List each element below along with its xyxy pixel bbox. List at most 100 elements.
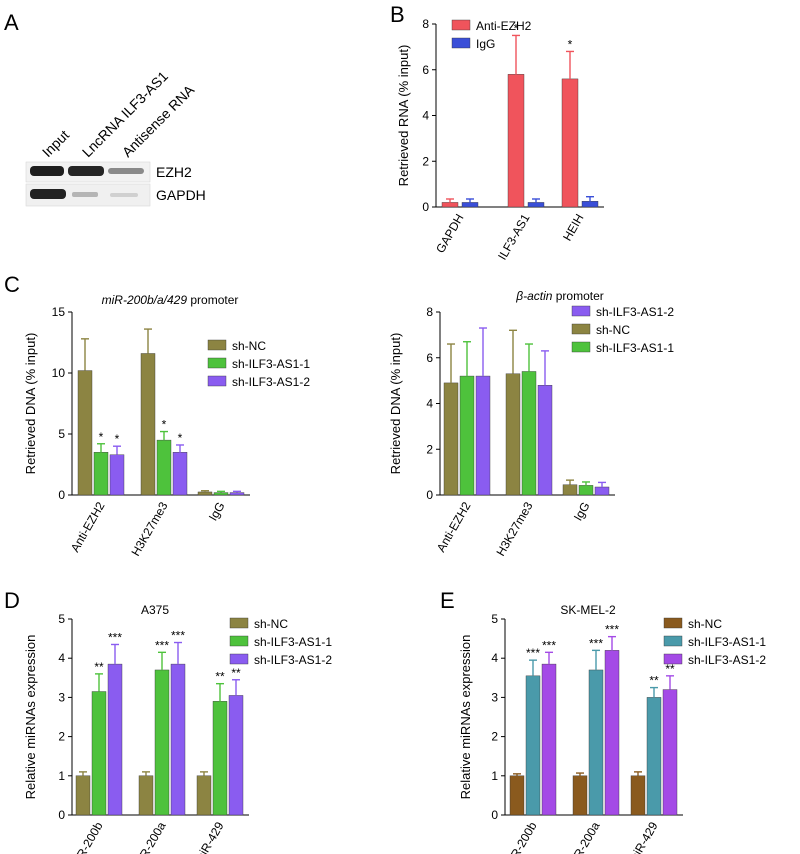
x-tick-label: GAPDH [433,212,466,256]
chart-title: miR-200b/a/429 promoter [102,293,239,307]
legend-label: sh-ILF3-AS1-1 [596,341,674,355]
x-tick-label: IgG [206,500,228,524]
legend-label: sh-ILF3-AS1-1 [232,357,310,371]
legend-swatch [451,19,471,31]
significance-mark: * [115,432,120,446]
y-tick-label: 0 [58,808,65,822]
x-tick-label: miR-200b [67,819,105,854]
x-tick-label: H3K27me3 [493,499,535,558]
x-tick-label: miR-429 [626,819,661,854]
significance-mark: ** [215,670,225,684]
y-axis-label: Relative miRNAs expression [23,635,38,800]
x-tick-label: IgG [571,500,593,524]
chart-title-italic: β-actin [515,289,553,303]
chart-c1: 0 5 10 15 Retrieved DNA (% input) miR-200b/a/… [23,293,310,559]
legend-swatch [663,635,683,647]
legend-swatch [229,635,249,647]
bar [212,701,228,816]
legend-label: sh-ILF3-AS1-1 [254,635,332,649]
significance-mark: ** [665,662,675,676]
chart-e: 0 1 2 3 4 5 Relative miRNAs expression SK-MEL-2… [458,603,766,854]
bar [77,370,93,496]
chart-title-rest: promoter [187,293,238,307]
bar [588,669,604,816]
y-tick-label: 4 [491,651,498,665]
legend-label: sh-ILF3-AS1-2 [688,653,766,667]
bar [197,491,213,496]
y-tick-label: 2 [58,730,65,744]
blot-label-ezh2: EZH2 [156,164,192,180]
significance-mark: ** [231,666,241,680]
y-tick-label: 0 [422,200,429,214]
y-tick-label: 0 [491,808,498,822]
bar [172,452,188,496]
bar [441,202,459,208]
significance-mark: *** [542,638,556,652]
legend-label: Anti-EZH2 [476,19,532,33]
bar [646,697,662,816]
bar [572,775,588,816]
chart-title: SK-MEL-2 [560,603,616,617]
legend-swatch [663,617,683,629]
chart-title: β-actin promoter [515,289,604,303]
x-tick-label: miR-429 [192,819,227,854]
y-tick-label: 3 [58,690,65,704]
y-tick-label: 4 [58,651,65,665]
legend-swatch [229,653,249,665]
panel-label-d: D [4,588,20,613]
blot-band-gapdh-lncrna [72,192,98,197]
legend-label: sh-ILF3-AS1-2 [596,305,674,319]
legend-swatch [663,653,683,665]
y-tick-label: 6 [426,351,433,365]
legend-label: sh-NC [232,339,266,353]
chart-c2: 0 2 4 6 8 Retrieved DNA (% input) β-actin prom… [388,289,674,559]
bar [154,669,170,816]
western-blot: Input LncRNA ILF3-AS1 Antisense RNA EZH2… [25,68,206,207]
blot-band-ezh2-lncrna [68,166,104,176]
legend-label: sh-NC [254,617,288,631]
bar [228,695,244,816]
bar [541,663,557,816]
bar [509,775,525,816]
bar [91,691,107,816]
panel-label-c: C [4,272,20,297]
significance-mark: * [162,418,167,432]
bar [562,484,578,496]
blot-band-gapdh-antisense [110,193,138,197]
legend-swatch [571,323,591,335]
bar [581,201,599,208]
legend-swatch [207,357,227,369]
legend-swatch [571,305,591,317]
x-tick-label: Anti-EZH2 [434,499,474,554]
bar [170,663,186,816]
bar [527,202,545,208]
x-tick-label: Anti-EZH2 [68,499,108,554]
legend-swatch [229,617,249,629]
legend-swatch [571,341,591,353]
blot-label-gapdh: GAPDH [156,187,206,203]
bar [461,202,479,208]
y-tick-label: 2 [426,442,433,456]
x-tick-label: miR-200a [564,819,602,854]
y-tick-label: 4 [426,397,433,411]
significance-mark: ** [94,660,104,674]
y-tick-label: 2 [491,730,498,744]
bar [475,375,491,496]
significance-mark: *** [526,646,540,660]
bar [75,775,91,816]
blot-band-gapdh-input [30,189,66,199]
legend-swatch [207,375,227,387]
bar [525,675,541,816]
y-tick-label: 5 [58,612,65,626]
bar [604,650,620,816]
significance-mark: *** [171,629,185,643]
x-tick-label: ILF3-AS1 [495,211,533,262]
bar [578,485,594,496]
bar [630,775,646,816]
y-tick-label: 0 [58,488,65,502]
bar [93,452,109,496]
legend-label: sh-ILF3-AS1-1 [688,635,766,649]
blot-band-ezh2-input [30,166,64,176]
x-tick-label: HEIH [560,212,586,244]
